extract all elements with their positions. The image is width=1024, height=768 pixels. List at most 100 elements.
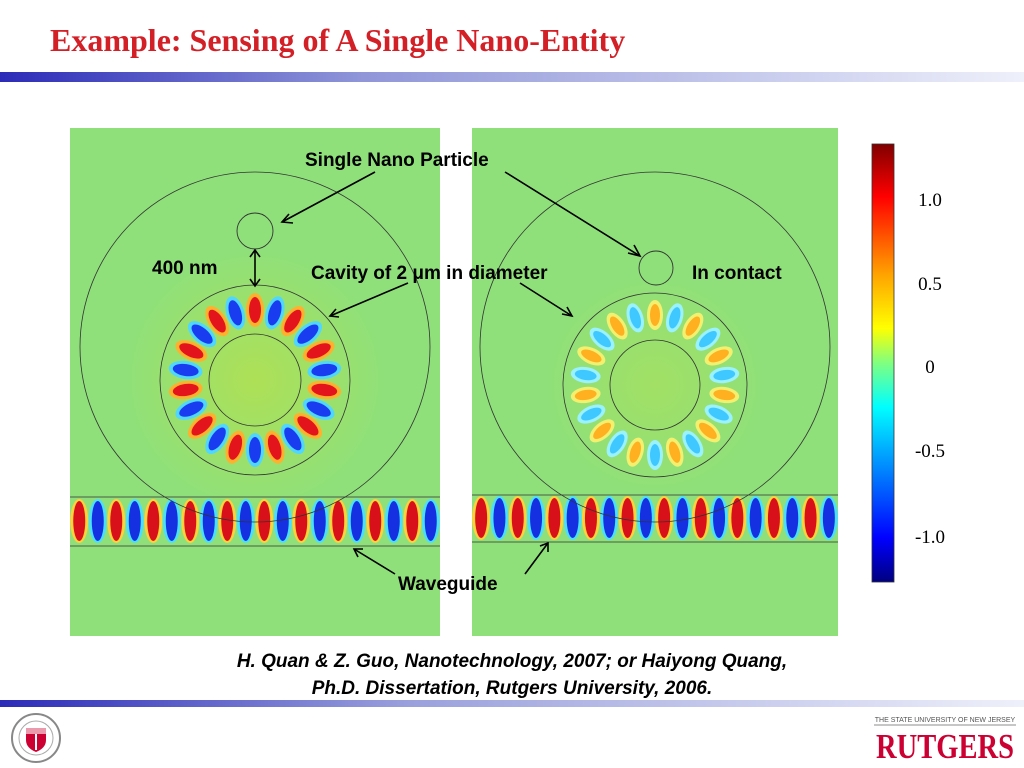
left-ring-inner-edge <box>208 333 302 427</box>
annotation-arrows <box>249 171 642 575</box>
right-nano-particle <box>638 250 674 286</box>
waveguide-lobe <box>603 498 616 538</box>
waveguide-lobe <box>202 501 215 541</box>
ring-lobe <box>609 434 625 454</box>
waveguide-lobe <box>332 501 345 541</box>
ring-lobe <box>228 434 243 460</box>
waveguide-lobe <box>493 498 506 538</box>
waveguide-lobe <box>786 498 799 538</box>
right-outer-circle <box>479 171 831 523</box>
ring-lobe <box>669 307 681 329</box>
waveguide-lobe <box>713 498 726 538</box>
ring-lobe <box>629 307 641 329</box>
label-single-nano-particle: Single Nano Particle <box>305 150 489 171</box>
waveguide-lobe <box>295 501 308 541</box>
waveguide-lobe <box>110 501 123 541</box>
waveguide-lobe <box>822 498 835 538</box>
ring-lobe <box>650 444 660 466</box>
ring-lobe <box>208 309 226 333</box>
ring-lobe <box>172 363 199 377</box>
waveguide-lobe <box>639 498 652 538</box>
ring-lobe <box>208 427 226 451</box>
ring-lobe <box>713 389 736 401</box>
ring-lobe <box>669 441 681 463</box>
waveguide-lobe <box>676 498 689 538</box>
ring-lobe <box>179 343 204 359</box>
ring-lobe <box>708 349 729 363</box>
waveguide-lobe <box>239 501 252 541</box>
label-in-contact: In contact <box>692 263 782 284</box>
ring-lobe <box>172 383 199 397</box>
left-waveguide-field-lobes <box>70 499 440 543</box>
ring-lobe <box>228 300 243 326</box>
label-cavity-diameter: Cavity of 2 μm in diameter <box>311 263 548 284</box>
right-ring-outer-edge <box>562 292 748 478</box>
waveguide-lobe <box>406 501 419 541</box>
ring-lobe <box>284 309 302 333</box>
waveguide-lobe <box>147 501 160 541</box>
ring-lobe <box>311 363 338 377</box>
ring-lobe <box>593 422 612 439</box>
right-ring-field-lobes <box>570 300 740 470</box>
left-outer-circle <box>79 171 431 523</box>
ring-lobe <box>297 324 319 344</box>
left-field-panel <box>70 128 440 636</box>
left-ring-field-lobes <box>168 293 342 467</box>
ring-lobe <box>698 331 717 348</box>
label-gap-distance: 400 nm <box>152 258 218 279</box>
waveguide-lobe <box>511 498 524 538</box>
waveguide-lobe <box>184 501 197 541</box>
ring-lobe <box>708 407 729 421</box>
waveguide-lobe <box>566 498 579 538</box>
waveguide-lobe <box>313 501 326 541</box>
waveguide-lobe <box>475 498 488 538</box>
ring-lobe <box>311 383 338 397</box>
rutgers-wordmark-logo: THE STATE UNIVERSITY OF NEW JERSEY RUTGE… <box>874 717 1016 762</box>
ring-lobe <box>249 297 261 323</box>
waveguide-lobe <box>128 501 141 541</box>
ring-lobe <box>267 300 282 326</box>
waveguide-lobe <box>584 498 597 538</box>
waveguide-lobe <box>694 498 707 538</box>
rutgers-engineering-seal-logo <box>11 713 61 763</box>
ring-lobe <box>179 401 204 417</box>
waveguide-lobe <box>258 501 271 541</box>
colorbar-tick: 1.0 <box>918 190 942 211</box>
ring-lobe <box>593 331 612 348</box>
svg-text:RUTGERS: RUTGERS <box>876 727 1014 762</box>
colorbar-tick: -0.5 <box>914 441 946 462</box>
waveguide-lobe <box>387 501 400 541</box>
ring-lobe <box>267 434 282 460</box>
right-waveguide-field-lobes <box>472 496 838 540</box>
waveguide-lobe <box>530 498 543 538</box>
right-field-panel <box>472 128 838 636</box>
waveguide-lobe <box>731 498 744 538</box>
waveguide-lobe <box>621 498 634 538</box>
waveguide-lobe <box>91 501 104 541</box>
colorbar-tick: 0.5 <box>918 274 942 295</box>
citation-line-2: Ph.D. Dissertation, Rutgers University, … <box>311 678 713 699</box>
waveguide-lobe <box>350 501 363 541</box>
colorbar-tick: 0 <box>925 357 935 378</box>
ring-lobe <box>713 369 736 381</box>
waveguide-lobe <box>424 501 437 541</box>
right-ring-inner-edge <box>609 339 701 431</box>
ring-lobe <box>191 416 213 436</box>
ring-lobe <box>609 316 625 336</box>
footer-bar <box>0 700 1024 707</box>
waveguide-lobe <box>658 498 671 538</box>
ring-lobe <box>581 349 602 363</box>
waveguide-lobe <box>804 498 817 538</box>
waveguide-lobe <box>221 501 234 541</box>
colorbar <box>871 143 895 583</box>
field-figure <box>70 128 895 636</box>
ring-lobe <box>581 407 602 421</box>
title-underline-bar <box>0 72 1024 82</box>
waveguide-lobe <box>276 501 289 541</box>
ring-lobe <box>249 437 261 463</box>
ring-lobe <box>685 434 701 454</box>
ring-lobe <box>698 422 717 439</box>
waveguide-lobe <box>369 501 382 541</box>
waveguide-lobe <box>548 498 561 538</box>
waveguide-lobe <box>73 501 86 541</box>
